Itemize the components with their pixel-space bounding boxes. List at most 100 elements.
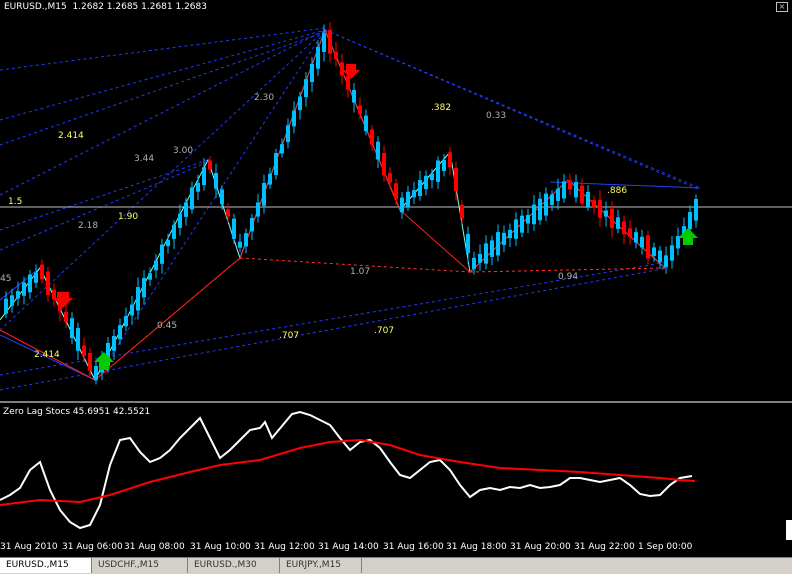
candle-body [16,291,20,299]
candle-body [454,167,458,191]
candle-body [376,141,380,160]
candle-body [370,129,374,145]
candle-body [448,152,452,168]
arrow-up-icon [678,228,698,245]
candle-body [406,191,410,207]
arrow-up-icon [94,352,114,370]
candle-body [682,226,686,237]
candle-body [268,173,272,185]
candle-body [70,318,74,339]
candle-body [508,229,512,239]
fib-label: 2.414 [58,131,84,141]
candle-body [490,240,494,257]
candle-body [112,335,116,351]
candle-body [256,202,260,217]
candle-body [274,153,278,175]
candle-body [436,160,440,182]
tab-eurusd-m30[interactable]: EURUSD.,M30 [188,558,280,573]
oscillator-title: Zero Lag Stocs 45.6951 42.5521 [3,407,151,417]
candle-body [640,236,644,248]
candle-body [520,215,524,233]
candle-body [514,219,518,239]
candle-body [622,221,626,235]
zigzag-up [0,28,666,382]
time-axis-label: 31 Aug 2010 [0,542,58,552]
candle-body [562,181,566,199]
candle-body [574,182,578,198]
candle-body [394,183,398,200]
candle-body [40,264,44,280]
candle-body [550,194,554,205]
tab-eurjpy-m15[interactable]: EURJPY.,M15 [280,558,362,573]
candle-body [190,187,194,210]
candle-body [538,198,542,221]
candle-body [106,342,110,367]
candle-body [388,173,392,183]
candle-body [496,232,500,256]
candle-body [88,353,92,371]
candle-body [334,51,338,60]
candle-body [316,46,320,69]
candle-body [196,182,200,192]
time-axis-label: 31 Aug 16:00 [383,542,444,552]
candle-body [556,188,560,201]
fib-label: 45 [0,274,11,284]
candle-body [250,217,254,232]
candle-body [358,105,362,115]
ohlc-readout: 1.2682 1.2685 1.2681 1.2683 [72,2,207,12]
price-chart[interactable]: 2.414 3.44 3.00 2.30 .382 0.33 1.5 2.18 … [0,0,792,540]
candle-body [292,110,296,127]
candle-body [646,235,650,259]
candle-body [82,345,86,356]
fib-label: 1.5 [8,197,22,207]
candle-body [346,75,350,90]
chart-header: EURUSD.,M15 1.2682 1.2685 1.2681 1.2683 [4,2,207,12]
scrollbar-stub[interactable] [786,520,792,540]
candle-body [430,173,434,181]
fib-label: .382 [431,103,451,113]
arrow-down-icon [53,292,73,308]
candle-body [352,89,356,103]
candle-body [178,213,182,228]
symbol-label: EURUSD.,M15 [4,2,67,12]
candle-body [466,234,470,254]
candle-body [676,235,680,249]
time-axis-label: 31 Aug 20:00 [510,542,571,552]
candle-body [688,212,692,230]
candle-body [502,232,506,245]
candle-body [34,272,38,283]
candle-body [634,232,638,243]
fib-lines-red [94,257,666,381]
time-axis-label: 31 Aug 12:00 [254,542,315,552]
candle-body [364,115,368,132]
fib-label: 3.00 [173,146,193,156]
close-icon[interactable]: × [776,2,788,12]
candle-body [592,200,596,208]
tab-eurusd-m15[interactable]: EURUSD.,M15 [0,558,92,573]
fib-label: .707 [279,331,299,341]
candle-body [238,241,242,248]
candle-body [64,311,68,323]
oscillator-main-line [0,410,693,530]
candle-body [526,215,530,224]
candle-body [304,79,308,98]
tab-usdchf-m15[interactable]: USDCHF.,M15 [92,558,188,573]
fib-label: 2.30 [254,93,274,103]
candle-body [580,185,584,204]
fib-label: 3.44 [134,154,154,164]
candle-body [76,328,80,351]
candle-body [148,273,152,280]
candle-body [166,239,170,247]
time-axis-label: 31 Aug 22:00 [574,542,635,552]
candle-body [154,260,158,271]
candle-body [544,193,548,216]
candle-body [208,160,212,170]
candle-body [424,175,428,190]
candle-body [226,209,230,217]
candle-body [58,300,62,312]
time-axis-label: 31 Aug 10:00 [190,542,251,552]
candle-body [598,199,602,218]
time-axis-label: 31 Aug 06:00 [62,542,123,552]
candle-body [460,204,464,219]
time-axis-label: 1 Sep 00:00 [638,542,693,552]
